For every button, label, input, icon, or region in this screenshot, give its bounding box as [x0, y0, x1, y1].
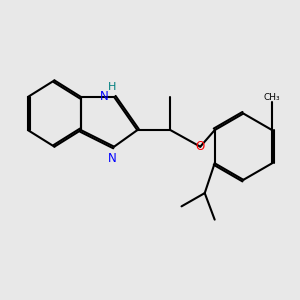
- Text: CH₃: CH₃: [264, 93, 280, 102]
- Text: N: N: [108, 152, 117, 165]
- Text: O: O: [196, 140, 205, 153]
- Text: N: N: [100, 91, 109, 103]
- Text: H: H: [108, 82, 117, 92]
